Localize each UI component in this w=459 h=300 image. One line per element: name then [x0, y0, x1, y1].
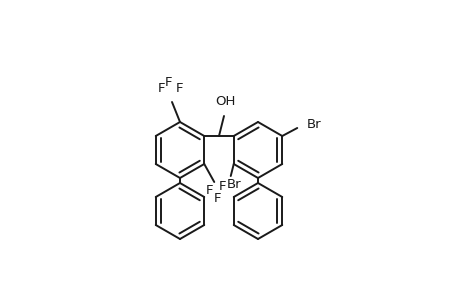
Text: Br: Br [226, 178, 241, 190]
Text: F: F [176, 82, 183, 94]
Text: F: F [213, 191, 220, 205]
Text: F: F [158, 82, 165, 94]
Text: F: F [205, 184, 213, 196]
Text: Br: Br [307, 118, 321, 130]
Text: F: F [218, 181, 225, 194]
Text: F: F [165, 76, 173, 88]
Text: OH: OH [214, 95, 235, 108]
